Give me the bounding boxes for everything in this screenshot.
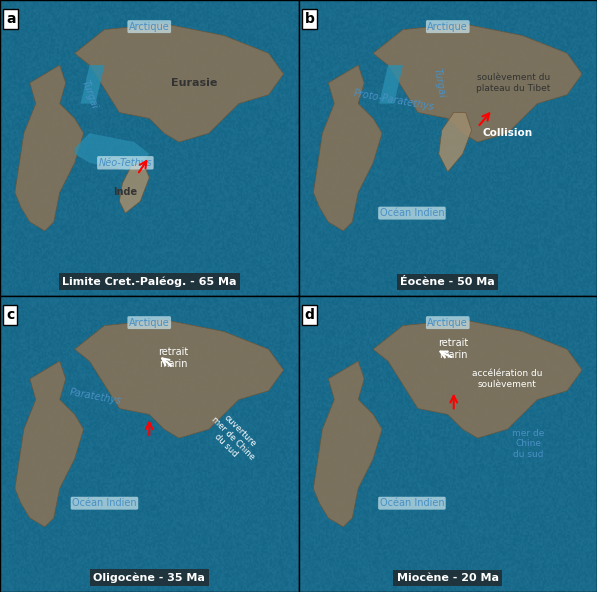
- Text: mer de
Chine
du sud: mer de Chine du sud: [512, 429, 544, 459]
- Polygon shape: [15, 65, 84, 231]
- Polygon shape: [75, 24, 284, 142]
- Text: retrait
marin: retrait marin: [158, 348, 188, 369]
- Text: Eurasie: Eurasie: [171, 78, 217, 88]
- Text: ouverture
mer de Chine
du sud: ouverture mer de Chine du sud: [202, 407, 263, 469]
- Text: retrait
marin: retrait marin: [439, 339, 469, 360]
- Text: Proto-Paratethys: Proto-Paratethys: [353, 89, 435, 112]
- Text: soulèvement du
plateau du Tibet: soulèvement du plateau du Tibet: [476, 73, 550, 92]
- Text: d: d: [304, 308, 315, 322]
- Text: Néo-Tethys: Néo-Tethys: [99, 157, 152, 168]
- Polygon shape: [373, 24, 582, 142]
- Text: b: b: [304, 12, 315, 26]
- Text: Arctique: Arctique: [427, 22, 468, 31]
- Text: Miocène - 20 Ma: Miocène - 20 Ma: [397, 573, 498, 583]
- Text: c: c: [6, 308, 14, 322]
- Text: Éocène - 50 Ma: Éocène - 50 Ma: [401, 277, 495, 287]
- Text: Paratethys: Paratethys: [69, 387, 122, 406]
- Polygon shape: [75, 133, 149, 172]
- Polygon shape: [119, 163, 149, 213]
- Text: Inde: Inde: [113, 188, 137, 197]
- Polygon shape: [313, 361, 382, 527]
- Text: Océan Indien: Océan Indien: [72, 498, 137, 508]
- Text: Arctique: Arctique: [427, 318, 468, 327]
- Text: Turgai: Turgai: [80, 79, 99, 111]
- Text: Oligocène - 35 Ma: Oligocène - 35 Ma: [93, 572, 205, 583]
- Polygon shape: [15, 361, 84, 527]
- Text: Arctique: Arctique: [129, 318, 170, 327]
- Polygon shape: [313, 65, 382, 231]
- Text: Turgai: Turgai: [431, 67, 447, 99]
- Polygon shape: [81, 65, 104, 104]
- Text: Collision: Collision: [482, 128, 533, 138]
- Polygon shape: [439, 112, 472, 172]
- Text: a: a: [6, 12, 16, 26]
- Text: Océan Indien: Océan Indien: [380, 498, 444, 508]
- Text: Arctique: Arctique: [129, 22, 170, 31]
- Polygon shape: [379, 65, 403, 104]
- Text: Limite Cret.-Paléog. - 65 Ma: Limite Cret.-Paléog. - 65 Ma: [62, 276, 236, 287]
- Text: accélération du
soulèvement: accélération du soulèvement: [472, 369, 543, 388]
- Text: Océan Indien: Océan Indien: [380, 208, 444, 218]
- Polygon shape: [373, 320, 582, 438]
- Polygon shape: [75, 320, 284, 438]
